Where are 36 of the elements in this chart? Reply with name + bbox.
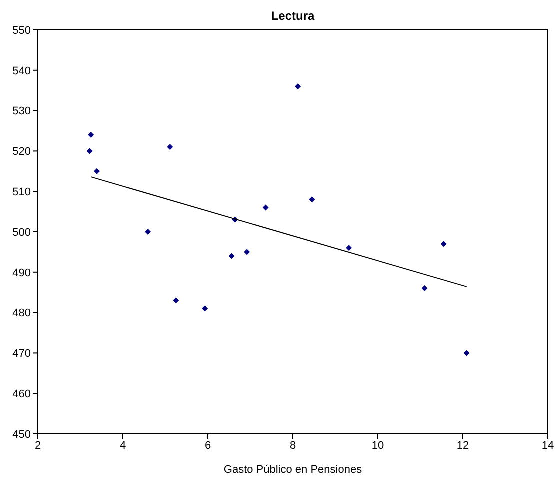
y-tick-label: 480 xyxy=(12,308,31,320)
point xyxy=(173,298,180,304)
x-tick-label: 6 xyxy=(204,440,212,452)
y-tick-label: 490 xyxy=(12,267,31,280)
point xyxy=(295,84,302,90)
y-tick-label: 460 xyxy=(12,388,31,401)
x-tick-label: 10 xyxy=(372,440,384,452)
point xyxy=(228,253,235,260)
point xyxy=(86,148,93,154)
y-tick-label: 510 xyxy=(12,186,31,199)
y-tick-label: 470 xyxy=(12,348,31,360)
x-axis-title: Gasto Público en Pensiones xyxy=(224,464,363,476)
y-tick-label: 500 xyxy=(12,226,31,239)
point xyxy=(440,241,447,248)
x-tick-label: 2 xyxy=(34,440,42,452)
chart-title: Lectura xyxy=(270,9,316,23)
y-tick-label: 530 xyxy=(12,106,31,118)
point xyxy=(167,144,174,150)
y-tick-label: 550 xyxy=(12,24,31,37)
x-tick-label: 8 xyxy=(290,440,296,452)
point xyxy=(145,229,152,235)
point xyxy=(346,245,352,252)
x-tick-label: 4 xyxy=(120,440,126,452)
point xyxy=(262,204,269,211)
point xyxy=(464,350,470,356)
y-tick-label: 520 xyxy=(12,146,31,158)
point xyxy=(422,286,428,292)
point xyxy=(244,249,250,256)
point xyxy=(309,196,316,203)
x-tick-label: 14 xyxy=(542,440,554,452)
x-tick-label: 12 xyxy=(456,440,470,452)
point xyxy=(202,306,208,312)
point xyxy=(88,132,94,138)
y-tick-label: 540 xyxy=(12,65,31,78)
point xyxy=(94,168,100,174)
y-tick-label: 450 xyxy=(12,428,31,441)
